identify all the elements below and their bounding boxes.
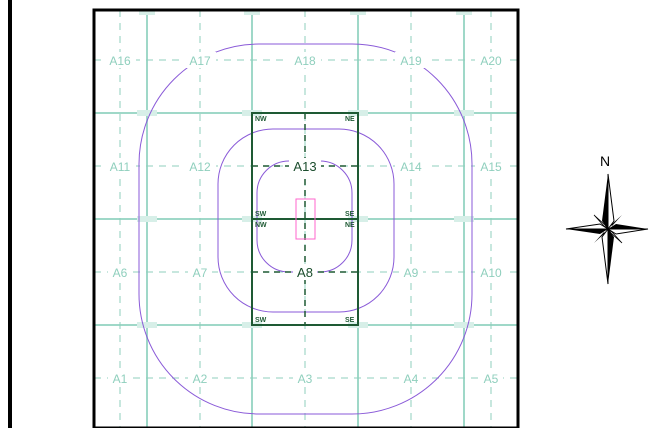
grid-cell-label-bg xyxy=(188,370,212,386)
corner-label-sw-mid: SW xyxy=(255,211,267,218)
grid-cell-label-bg xyxy=(188,264,212,280)
grid-cell-label-bg xyxy=(108,264,132,280)
grid-cell-label-bg xyxy=(293,264,317,280)
compass-north-label: N xyxy=(600,153,610,169)
grid-cell-label-a15[interactable]: A15 xyxy=(480,160,502,174)
focus-area[interactable]: NW NE SW SE NW NE SW SE xyxy=(251,112,359,326)
corner-label-nw-mid: NW xyxy=(255,222,267,229)
corner-label-ne-top: NE xyxy=(345,116,355,123)
grid-cell-label-bg xyxy=(289,52,321,68)
grid-cell-label-bg xyxy=(108,370,132,386)
grid-cell-label-a20[interactable]: A20 xyxy=(480,54,502,68)
grid-edge-mark xyxy=(139,10,155,15)
map-frame xyxy=(92,8,520,428)
grid-intersection-mark xyxy=(454,216,474,222)
grid-cell-label-bg xyxy=(395,158,427,174)
grid-cell-label-bg xyxy=(104,52,136,68)
grid-cell-label-bg xyxy=(475,264,507,280)
corner-label-ne-mid: NE xyxy=(345,222,355,229)
grid-cell-labels: A1 A2 A3 A4 A5 A6 A7 A8 A9 A10 A11 A12 A13 A14 A15 A16 A… xyxy=(104,52,507,386)
grid-cell-label-a10[interactable]: A10 xyxy=(480,266,502,280)
grid-cell-label-bg xyxy=(104,158,136,174)
grid-cell-label-bg xyxy=(395,52,427,68)
grid-cell-label-a1[interactable]: A1 xyxy=(113,372,128,386)
contour-middle[interactable] xyxy=(217,128,395,313)
grid-cell-label-a13[interactable]: A13 xyxy=(293,159,316,174)
grid-cell-label-a18[interactable]: A18 xyxy=(294,54,316,68)
grid-intersection-mark xyxy=(137,110,157,116)
grid-intersection-mark xyxy=(454,110,474,116)
grid-cell-label-bg xyxy=(399,264,423,280)
grid-cell-label-bg xyxy=(184,158,216,174)
grid-cell-label-a3[interactable]: A3 xyxy=(298,372,313,386)
grid-cell-label-bg xyxy=(475,52,507,68)
grid-cell-label-bg xyxy=(399,370,423,386)
grid-edge-mark xyxy=(456,10,472,15)
grid-cell-label-a8[interactable]: A8 xyxy=(297,265,313,280)
compass-star xyxy=(565,173,649,285)
grid-cell-label-bg xyxy=(289,158,321,174)
corner-label-se-mid: SE xyxy=(345,211,355,218)
grid-cell-label-bg xyxy=(293,370,317,386)
corner-label-nw-top: NW xyxy=(255,116,267,123)
left-border-rule xyxy=(8,0,12,428)
grid-cell-label-a5[interactable]: A5 xyxy=(484,372,499,386)
grid-cell-label-a19[interactable]: A19 xyxy=(400,54,422,68)
grid-cell-label-a6[interactable]: A6 xyxy=(113,266,128,280)
grid-cell-label-a2[interactable]: A2 xyxy=(193,372,208,386)
grid-intersection-mark xyxy=(454,322,474,328)
grid-cell-label-bg xyxy=(184,52,216,68)
grid-cell-label-bg xyxy=(475,158,507,174)
grid-cell-label-a4[interactable]: A4 xyxy=(404,372,419,386)
grid-cell-label-a11[interactable]: A11 xyxy=(110,160,131,174)
grid-cell-label-a12[interactable]: A12 xyxy=(189,160,211,174)
grid-edge-mark xyxy=(350,10,366,15)
grid-edge-mark xyxy=(244,10,260,15)
grid-cell-label-a7[interactable]: A7 xyxy=(193,266,208,280)
contour-outer[interactable] xyxy=(138,43,473,415)
grid-center-dash-lines xyxy=(94,10,518,428)
grid-cell-label-a14[interactable]: A14 xyxy=(400,160,422,174)
grid-intersection-mark xyxy=(137,216,157,222)
grid-cell-label-bg xyxy=(479,370,503,386)
corner-label-se-bottom: SE xyxy=(345,317,355,324)
center-marker[interactable] xyxy=(295,198,316,240)
grid-cell-label-a9[interactable]: A9 xyxy=(404,266,419,280)
grid-cell-label-a16[interactable]: A16 xyxy=(109,54,131,68)
grid-intersection-mark xyxy=(137,322,157,328)
compass-rose-icon: N xyxy=(565,153,649,285)
corner-label-sw-bottom: SW xyxy=(255,317,267,324)
grid-cell-label-a17[interactable]: A17 xyxy=(189,54,211,68)
